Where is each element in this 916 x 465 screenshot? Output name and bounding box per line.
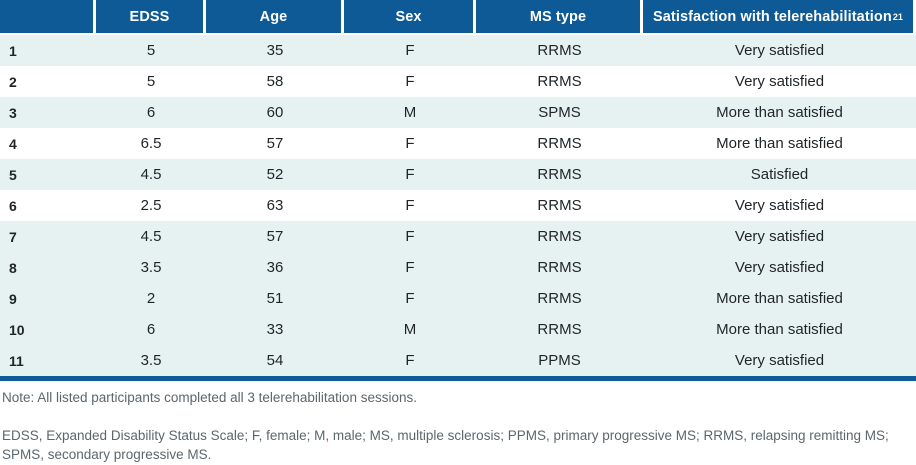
age-cell: 57 xyxy=(266,135,284,152)
table-row: 4 6.5 57 F RRMS More than satisfied xyxy=(0,128,916,159)
ms-type-cell: RRMS xyxy=(537,290,582,307)
edss-cell: 3.5 xyxy=(140,352,162,369)
edss-cell: 4.5 xyxy=(140,166,162,183)
row-number-cell: 8 xyxy=(9,259,17,276)
sex-cell: F xyxy=(405,228,415,245)
age-cell: 51 xyxy=(266,290,284,307)
age-cell: 33 xyxy=(266,321,284,338)
sex-cell: F xyxy=(405,135,415,152)
table-header-row: EDSS Age Sex MS type Satisfaction with t… xyxy=(0,0,916,33)
row-number-cell: 4 xyxy=(9,135,17,152)
row-number-cell: 5 xyxy=(9,166,17,183)
row-number-cell: 1 xyxy=(9,42,17,59)
edss-cell: 3.5 xyxy=(140,259,162,276)
table-row: 6 2.5 63 F RRMS Very satisfied xyxy=(0,190,916,221)
sex-cell: M xyxy=(403,321,417,338)
row-number-cell: 9 xyxy=(9,290,17,307)
ms-type-cell: RRMS xyxy=(537,135,582,152)
age-cell: 57 xyxy=(266,228,284,245)
table-row: 1 5 35 F RRMS Very satisfied xyxy=(0,35,916,66)
ms-type-cell: RRMS xyxy=(537,73,582,90)
edss-cell: 2.5 xyxy=(140,197,162,214)
header-satisfaction-label: Satisfaction with telerehabilitation xyxy=(652,8,892,25)
ms-type-cell: SPMS xyxy=(538,104,581,121)
age-cell: 60 xyxy=(266,104,284,121)
sex-cell: F xyxy=(405,42,415,59)
ms-type-cell: RRMS xyxy=(537,321,582,338)
table-row: 2 5 58 F RRMS Very satisfied xyxy=(0,66,916,97)
sex-cell: F xyxy=(405,73,415,90)
ms-type-cell: PPMS xyxy=(538,352,581,369)
edss-cell: 5 xyxy=(146,42,156,59)
age-cell: 35 xyxy=(266,42,284,59)
age-cell: 52 xyxy=(266,166,284,183)
age-cell: 54 xyxy=(266,352,284,369)
table-row: 8 3.5 36 F RRMS Very satisfied xyxy=(0,252,916,283)
edss-cell: 5 xyxy=(146,73,156,90)
edss-cell: 2 xyxy=(146,290,156,307)
table-note: Note: All listed participants completed … xyxy=(2,390,417,405)
satisfaction-cell: Very satisfied xyxy=(734,42,825,59)
table-row: 9 2 51 F RRMS More than satisfied xyxy=(0,283,916,314)
age-cell: 63 xyxy=(266,197,284,214)
row-number-cell: 7 xyxy=(9,228,17,245)
satisfaction-cell: Very satisfied xyxy=(734,259,825,276)
sex-cell: F xyxy=(405,290,415,307)
satisfaction-cell: More than satisfied xyxy=(716,290,843,307)
table-row: 5 4.5 52 F RRMS Satisfied xyxy=(0,159,916,190)
ms-type-cell: RRMS xyxy=(537,166,582,183)
age-cell: 36 xyxy=(266,259,284,276)
row-number-cell: 11 xyxy=(9,352,24,369)
sex-cell: F xyxy=(405,197,415,214)
row-number-cell: 2 xyxy=(9,73,17,90)
header-cell-empty xyxy=(0,0,93,33)
edss-cell: 6 xyxy=(146,104,156,121)
ms-type-cell: RRMS xyxy=(537,228,582,245)
edss-cell: 4.5 xyxy=(140,228,162,245)
row-number-cell: 6 xyxy=(9,197,17,214)
edss-cell: 6 xyxy=(146,321,156,338)
header-cell-edss: EDSS xyxy=(96,0,203,33)
sex-cell: F xyxy=(405,259,415,276)
header-cell-sex: Sex xyxy=(344,0,473,33)
header-cell-age: Age xyxy=(206,0,341,33)
satisfaction-cell: More than satisfied xyxy=(716,321,843,338)
ms-type-cell: RRMS xyxy=(537,42,582,59)
satisfaction-cell: Very satisfied xyxy=(734,352,825,369)
satisfaction-cell: Very satisfied xyxy=(734,73,825,90)
satisfaction-cell: More than satisfied xyxy=(716,135,843,152)
ms-type-cell: RRMS xyxy=(537,259,582,276)
ms-type-cell: RRMS xyxy=(537,197,582,214)
abbreviations-note: EDSS, Expanded Disability Status Scale; … xyxy=(2,427,889,462)
satisfaction-cell: Satisfied xyxy=(750,166,809,183)
sex-cell: F xyxy=(405,166,415,183)
row-number-cell: 10 xyxy=(9,321,25,338)
header-cell-ms-type: MS type xyxy=(476,0,640,33)
age-cell: 58 xyxy=(266,73,284,90)
table-row: 11 3.5 54 F PPMS Very satisfied xyxy=(0,345,916,376)
satisfaction-cell: Very satisfied xyxy=(734,197,825,214)
table-footnotes: Note: All listed participants completed … xyxy=(0,381,916,465)
table-row: 3 6 60 M SPMS More than satisfied xyxy=(0,97,916,128)
header-cell-satisfaction: Satisfaction with telerehabilitation 21 xyxy=(643,0,913,33)
satisfaction-cell: More than satisfied xyxy=(716,104,843,121)
table-row: 10 6 33 M RRMS More than satisfied xyxy=(0,314,916,345)
row-number-cell: 3 xyxy=(9,104,17,121)
sex-cell: F xyxy=(405,352,415,369)
table-row: 7 4.5 57 F RRMS Very satisfied xyxy=(0,221,916,252)
sex-cell: M xyxy=(403,104,417,121)
table-bottom-rule xyxy=(0,376,916,381)
satisfaction-cell: Very satisfied xyxy=(734,228,825,245)
edss-cell: 6.5 xyxy=(140,135,162,152)
